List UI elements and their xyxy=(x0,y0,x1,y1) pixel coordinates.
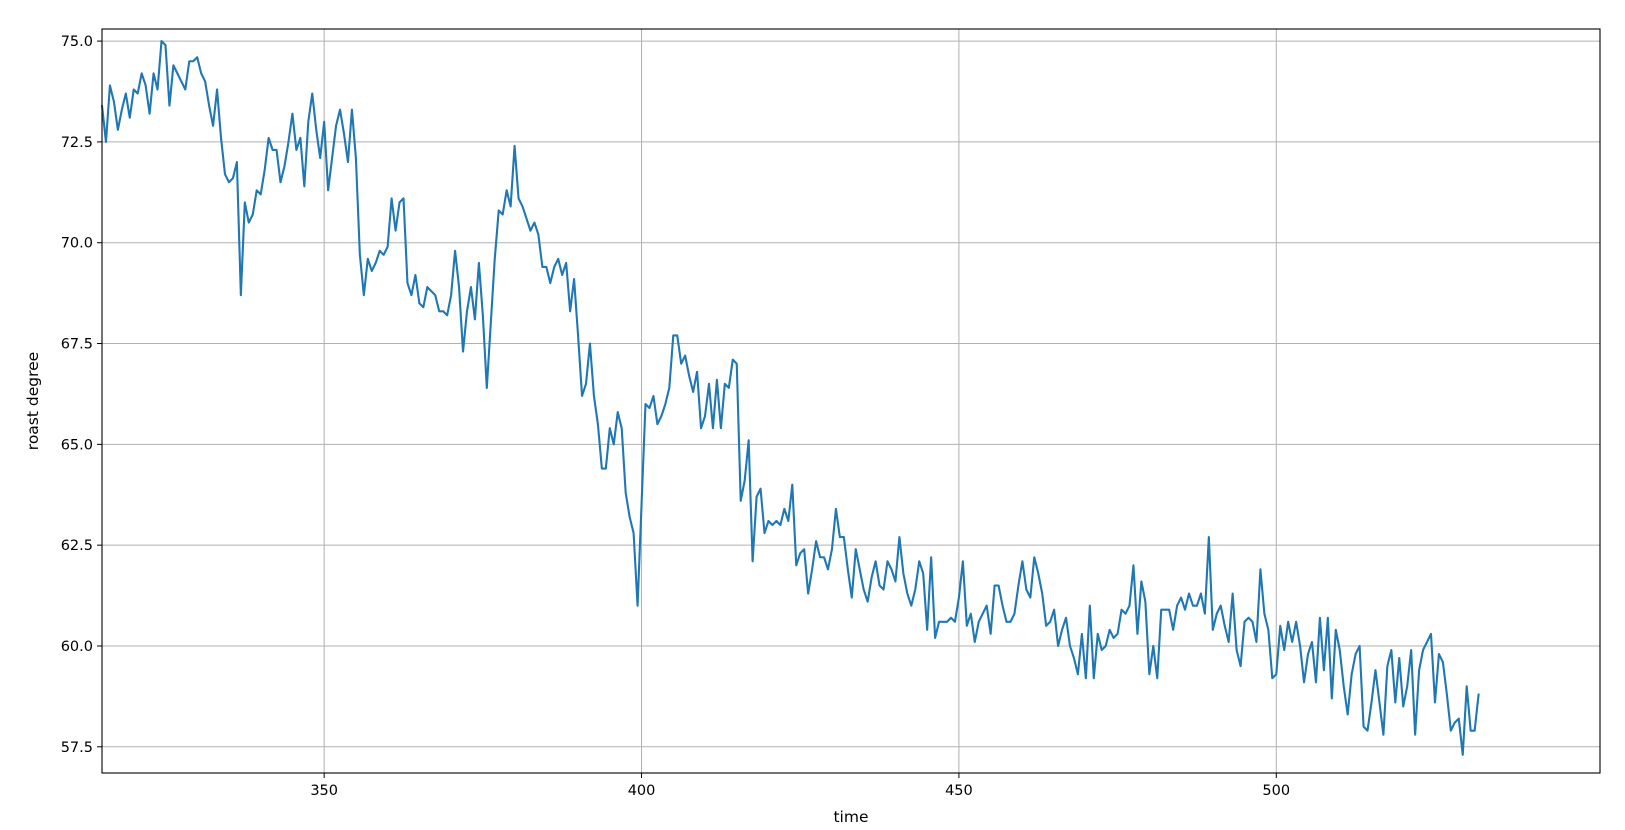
axis-ticks: 350 400 450 500 57.5 60.0 62.5 65.0 67.5 70.0 72.5… xyxy=(61,34,1290,799)
plot-frame xyxy=(101,28,1601,774)
x-tick-label: 450 xyxy=(945,783,973,799)
y-tick-label: 57.5 xyxy=(61,740,93,756)
y-tick-label: 70.0 xyxy=(61,236,93,252)
x-tick-label: 400 xyxy=(628,783,656,799)
y-tick-label: 60.0 xyxy=(61,639,93,655)
grid-lines xyxy=(102,29,1600,773)
y-tick-label: 75.0 xyxy=(61,34,93,50)
roast-degree-series-line xyxy=(100,40,1480,756)
y-axis-label: roast degree xyxy=(24,352,42,450)
x-axis-label: time xyxy=(833,808,868,826)
x-tick-label: 350 xyxy=(310,783,338,799)
x-tick-label: 500 xyxy=(1262,783,1290,799)
plot-area xyxy=(102,29,1600,773)
y-tick-label: 67.5 xyxy=(61,337,93,353)
y-tick-label: 62.5 xyxy=(61,538,93,554)
y-tick-label: 72.5 xyxy=(61,135,93,151)
y-tick-label: 65.0 xyxy=(61,437,93,453)
